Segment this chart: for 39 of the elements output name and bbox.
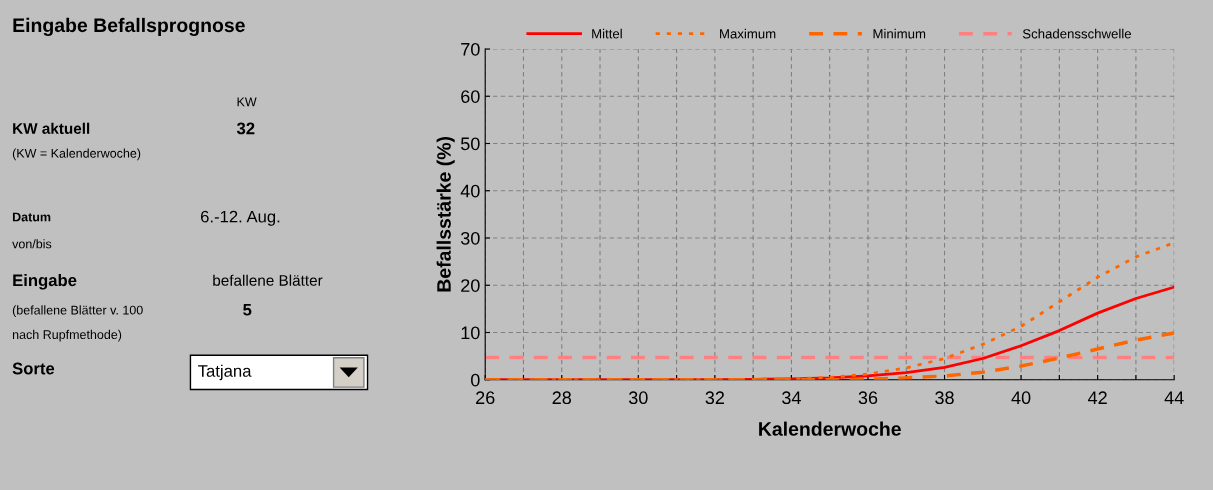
legend-label: Minimum [873,28,926,39]
y-tick-label: 10 [461,326,480,340]
text: Tatjana [198,364,252,381]
x-tick-label: 34 [782,391,801,405]
x-tick-label: 32 [705,391,724,405]
text: Eingabe [13,273,77,290]
y-tick-label: 50 [460,137,480,151]
y-tick-label: 30 [460,231,480,245]
text: KW [237,97,257,107]
y-tick-label: 20 [461,279,480,292]
text: 5 [243,303,252,316]
text: 6.-12. Aug. [200,210,280,226]
text: Eingabe Befallsprognose [13,17,245,37]
x-tick-label: 36 [858,391,878,405]
x-tick-label: 44 [1164,391,1184,404]
text: nach Rupfmethode) [12,329,122,342]
x-tick-label: 30 [628,391,648,405]
y-tick-label: 40 [460,184,480,198]
y-tick-label: 60 [461,90,480,103]
text: KW aktuell [13,122,90,134]
x-tick-label: 42 [1088,391,1107,404]
x-tick-label: 38 [935,391,954,405]
x-tick-label: 28 [552,391,572,405]
x-tick-label: 26 [476,391,495,405]
text: Datum [12,212,51,222]
y-axis-title: Befallsstärke (%) [436,136,455,292]
legend-label: Maximum [720,28,776,39]
x-tick-label: 40 [1011,391,1031,405]
y-tick-label: 70 [461,42,480,56]
x-axis-title: Kalenderwoche [759,421,901,436]
text: 32 [236,122,255,135]
text: (befallene Blätter v. 100 [12,305,143,317]
text: (KW = Kalenderwoche) [12,148,141,161]
text: von/bis [12,239,52,249]
legend-label: Mittel [592,28,622,39]
legend-label: Schadensschwelle [1022,28,1131,39]
text: befallene Blätter [213,274,323,286]
y-tick-label: 0 [471,373,480,387]
text: Sorte [12,362,55,375]
